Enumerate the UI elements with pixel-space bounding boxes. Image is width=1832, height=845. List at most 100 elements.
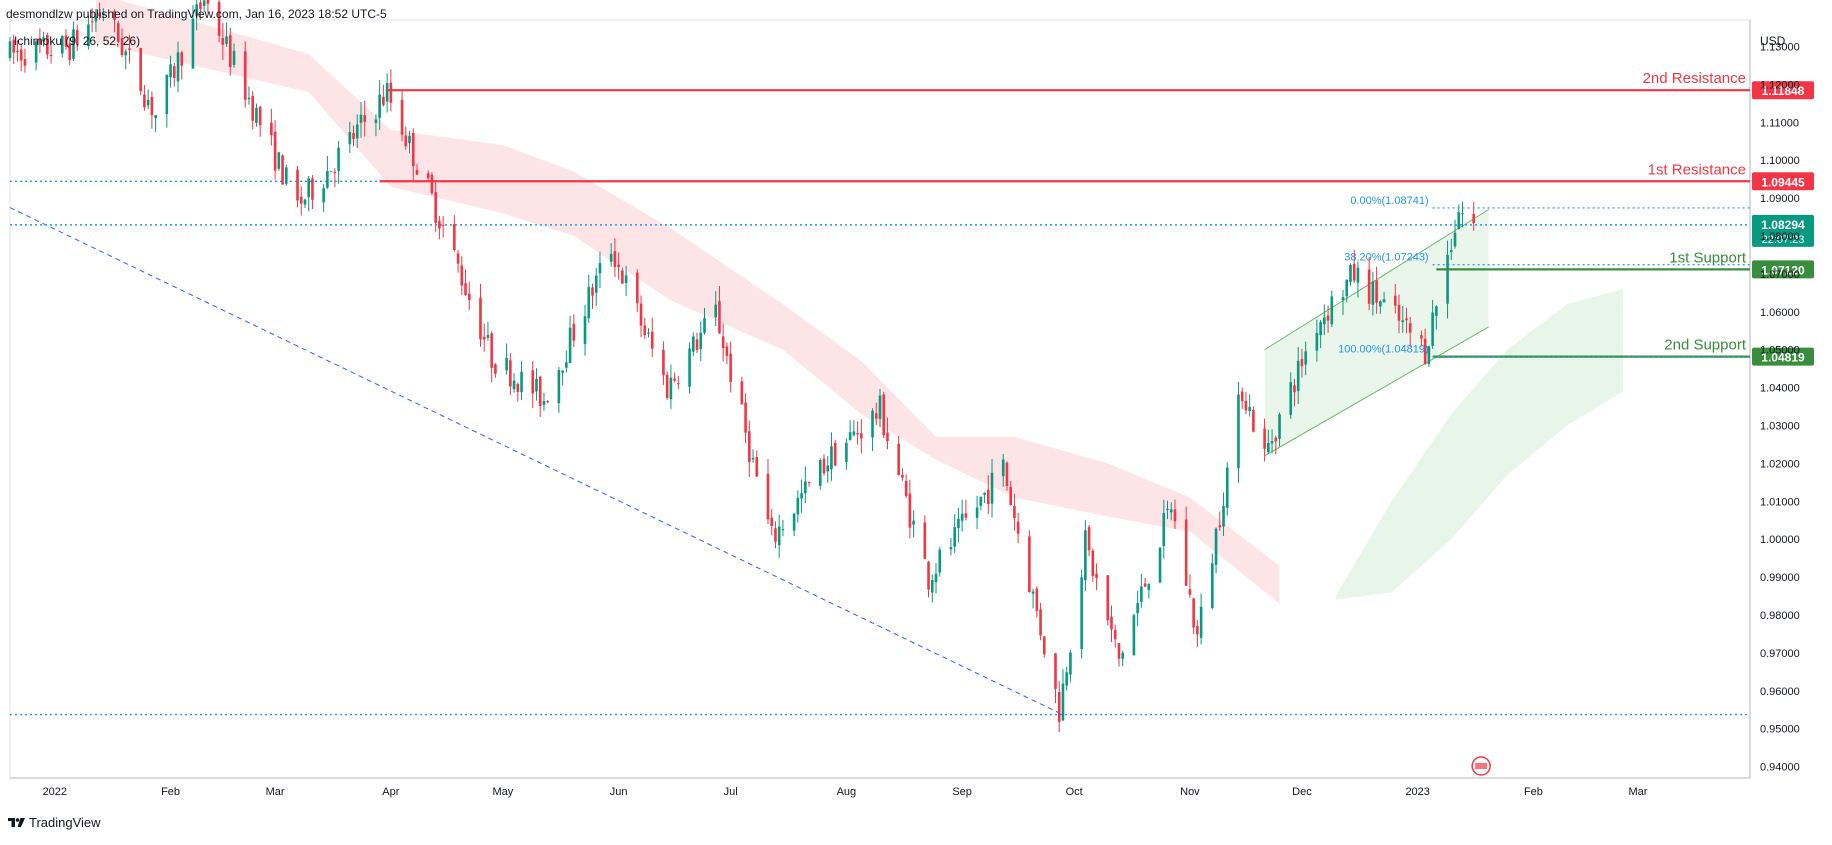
candle-body xyxy=(755,456,759,477)
candle-body xyxy=(299,196,303,204)
candle-body xyxy=(1166,509,1169,511)
candle-body xyxy=(247,97,251,100)
candle-body xyxy=(255,107,258,123)
x-tick-label: Feb xyxy=(1524,786,1543,798)
candle-body xyxy=(1289,382,1293,415)
indicator-legend[interactable]: Ichimoku (9, 26, 52, 26) xyxy=(14,34,141,48)
candle-body xyxy=(453,224,456,251)
candle-body xyxy=(1319,322,1322,336)
ichimoku-cloud-bearish xyxy=(95,0,1280,604)
candle-body xyxy=(42,37,45,42)
fib-level-label-1: 38.20%(1.07243) xyxy=(1344,252,1428,264)
2nd-resistance-price-tag xyxy=(1752,81,1814,100)
candle-body xyxy=(154,115,157,119)
candle-body xyxy=(830,446,833,470)
candle-body xyxy=(87,24,90,46)
candle-body xyxy=(673,378,676,381)
candle-body xyxy=(1065,672,1069,686)
candle-body xyxy=(195,4,199,16)
candle-body xyxy=(1237,394,1240,469)
candle-body xyxy=(800,493,803,499)
y-tick-label: 1.06000 xyxy=(1760,307,1800,319)
candle-body xyxy=(191,18,195,69)
candle-body xyxy=(822,458,826,474)
candle-body xyxy=(72,29,75,59)
candle-body xyxy=(1401,320,1405,323)
candle-body xyxy=(621,270,624,284)
candle-body xyxy=(1188,589,1192,595)
candle-body xyxy=(467,293,471,301)
candle-body xyxy=(329,171,333,173)
candle-body xyxy=(1296,360,1300,392)
candle-body xyxy=(296,169,299,201)
candle-body xyxy=(1300,359,1304,367)
candle-body xyxy=(979,496,983,506)
candle-body xyxy=(725,346,729,356)
candle-body xyxy=(509,360,512,387)
candle-body xyxy=(886,432,889,441)
candle-body xyxy=(60,36,64,54)
candle-body xyxy=(591,287,594,296)
candle-body xyxy=(901,474,904,478)
candle-body xyxy=(1031,591,1035,594)
candle-body xyxy=(826,465,830,472)
candle-body xyxy=(1113,630,1117,640)
candle-body xyxy=(251,95,255,121)
candle-body xyxy=(639,303,643,326)
candle-body xyxy=(1293,385,1296,393)
x-tick-label: Apr xyxy=(382,786,399,798)
candle-body xyxy=(1461,213,1464,215)
candle-body xyxy=(624,275,628,283)
y-tick-label: 1.02000 xyxy=(1760,458,1800,470)
last-price-tag xyxy=(1752,214,1814,247)
candle-body xyxy=(807,482,811,484)
candle-body xyxy=(1087,527,1091,551)
candle-body xyxy=(1449,250,1453,253)
candle-body xyxy=(1222,505,1225,527)
candle-body xyxy=(1267,443,1270,453)
x-tick-label: Oct xyxy=(1066,786,1083,798)
candle-body xyxy=(348,131,352,145)
candle-body xyxy=(1367,269,1371,304)
candle-body xyxy=(818,459,822,486)
candle-body xyxy=(1420,335,1423,339)
candle-body xyxy=(1356,267,1360,283)
candle-body xyxy=(374,119,378,123)
candle-body xyxy=(206,0,210,4)
candle-body xyxy=(960,513,964,521)
candle-body xyxy=(572,323,576,341)
candle-body xyxy=(1028,536,1031,593)
candle-body xyxy=(908,493,912,528)
candle-body xyxy=(1341,297,1345,301)
x-tick-label: 2023 xyxy=(1405,786,1429,798)
candle-body xyxy=(845,442,848,462)
candle-body xyxy=(1199,606,1203,638)
x-tick-label: Mar xyxy=(266,786,285,798)
1st-resistance-price-value: 1.09445 xyxy=(1761,175,1805,189)
candle-body xyxy=(598,263,602,274)
candle-body xyxy=(441,224,445,226)
2nd-support-price-tag xyxy=(1752,347,1814,366)
candle-body xyxy=(665,374,669,398)
candle-body xyxy=(307,178,311,198)
candle-body xyxy=(404,135,408,147)
candle-body xyxy=(1214,528,1218,565)
candle-body xyxy=(1244,400,1248,411)
y-tick-label: 1.11000 xyxy=(1760,117,1799,129)
price-axis-currency: USD xyxy=(1760,34,1786,48)
candle-body xyxy=(363,115,367,122)
candle-body xyxy=(102,13,105,16)
candle-body xyxy=(217,2,221,36)
candle-body xyxy=(1435,306,1438,316)
tradingview-logo-icon xyxy=(8,818,25,827)
candle-body xyxy=(1001,459,1005,477)
footer-brand[interactable]: TradingView xyxy=(8,815,101,830)
candle-body xyxy=(568,327,572,364)
y-tick-label: 0.94000 xyxy=(1760,762,1800,774)
candle-body xyxy=(124,51,128,56)
candle-body xyxy=(1315,332,1319,351)
candle-body xyxy=(1252,409,1255,432)
candle-body xyxy=(557,370,561,404)
candle-body xyxy=(561,370,564,373)
